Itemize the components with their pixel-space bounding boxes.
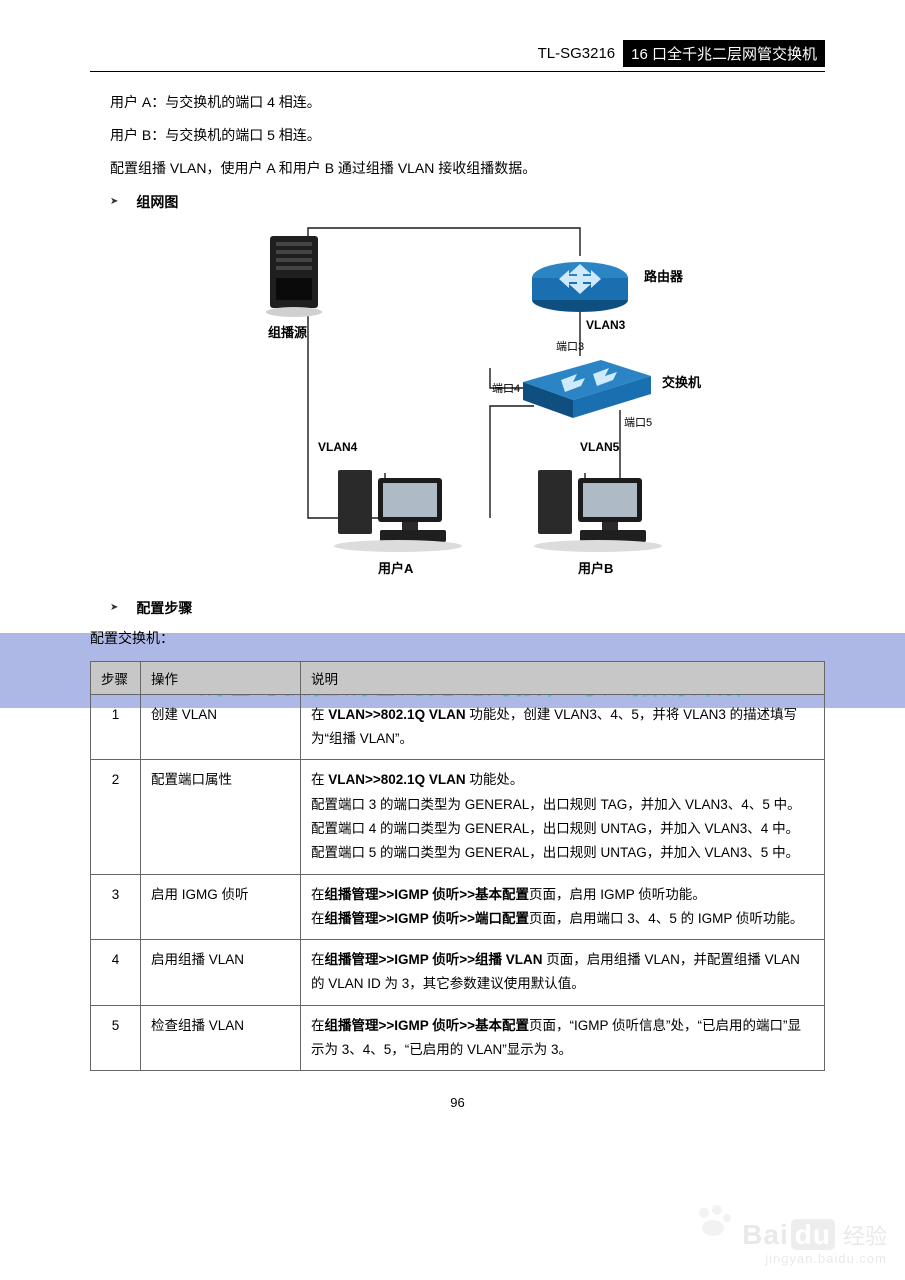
col-desc: 说明 [301,661,825,694]
table-row: 4启用组播 VLAN在组播管理>>IGMP 侦听>>组播 VLAN 页面，启用组… [91,940,825,1006]
step-description: 在 VLAN>>802.1Q VLAN 功能处。配置端口 3 的端口类型为 GE… [301,760,825,874]
topology-heading: ➤ 组网图 [110,192,825,212]
step-description: 在组播管理>>IGMP 侦听>>基本配置页面，启用 IGMP 侦听功能。在组播管… [301,874,825,940]
config-steps-table: 步骤 操作 说明 1创建 VLAN在 VLAN>>802.1Q VLAN 功能处… [90,661,825,1072]
step-operation: 检查组播 VLAN [141,1005,301,1071]
product-name: 16 口全千兆二层网管交换机 [623,40,825,67]
label-vlan5: VLAN5 [580,440,619,454]
step-operation: 启用 IGMG 侦听 [141,874,301,940]
intro-line-1: 用户 A：与交换机的端口 4 相连。 [110,90,825,115]
step-description: 在组播管理>>IGMP 侦听>>基本配置页面，“IGMP 侦听信息”处，“已启用… [301,1005,825,1071]
baidu-watermark: Baidu 经验 jingyan.baidu.com [742,1219,887,1266]
wm-brand: Bai [742,1219,789,1250]
label-router: 路由器 [644,266,683,285]
label-port5: 端口5 [624,414,652,430]
step-number: 5 [91,1005,141,1071]
col-op: 操作 [141,661,301,694]
triangle-bullet-icon: ➤ [110,602,118,613]
triangle-bullet-icon: ➤ [110,196,118,207]
step-description: 在组播管理>>IGMP 侦听>>组播 VLAN 页面，启用组播 VLAN，并配置… [301,940,825,1006]
intro-line-3: 配置组播 VLAN，使用户 A 和用户 B 通过组播 VLAN 接收组播数据。 [110,156,825,181]
step-operation: 启用组播 VLAN [141,940,301,1006]
wm-url: jingyan.baidu.com [742,1251,887,1266]
label-vlan3: VLAN3 [586,318,625,332]
label-port3: 端口3 [556,338,584,354]
intro-line-2: 用户 B：与交换机的端口 5 相连。 [110,123,825,148]
label-source: 组播源 [268,322,307,341]
label-usera: 用户A [378,558,413,577]
label-port4: 端口4 [492,380,520,396]
step-number: 3 [91,874,141,940]
page-number: 96 [90,1095,825,1110]
config-switch-label: 配置交换机： [90,626,825,651]
model-code: TL-SG3216 [538,45,616,62]
label-vlan4: VLAN4 [318,440,357,454]
table-row: 1创建 VLAN在 VLAN>>802.1Q VLAN 功能处，创建 VLAN3… [91,694,825,760]
steps-heading: ➤ 配置步骤 [110,598,825,618]
steps-label: 配置步骤 [136,598,192,618]
label-userb: 用户B [578,558,613,577]
label-switch: 交换机 [662,372,701,391]
topology-label: 组网图 [136,192,178,212]
step-operation: 创建 VLAN [141,694,301,760]
col-step: 步骤 [91,661,141,694]
step-number: 2 [91,760,141,874]
step-operation: 配置端口属性 [141,760,301,874]
step-number: 4 [91,940,141,1006]
table-row: 3启用 IGMG 侦听在组播管理>>IGMP 侦听>>基本配置页面，启用 IGM… [91,874,825,940]
step-number: 1 [91,694,141,760]
table-row: 5检查组播 VLAN在组播管理>>IGMP 侦听>>基本配置页面，“IGMP 侦… [91,1005,825,1071]
step-description: 在 VLAN>>802.1Q VLAN 功能处，创建 VLAN3、4、5，并将 … [301,694,825,760]
paw-icon [695,1204,731,1238]
wm-suffix: 经验 [843,1224,887,1249]
table-row: 2配置端口属性在 VLAN>>802.1Q VLAN 功能处。配置端口 3 的端… [91,760,825,874]
network-diagram: 组播源 路由器 交换机 VLAN3 端口3 端口4 端口5 VLAN4 VLAN… [230,218,750,588]
page-header: TL-SG3216 16 口全千兆二层网管交换机 [90,40,825,72]
wm-du: du [791,1219,835,1250]
